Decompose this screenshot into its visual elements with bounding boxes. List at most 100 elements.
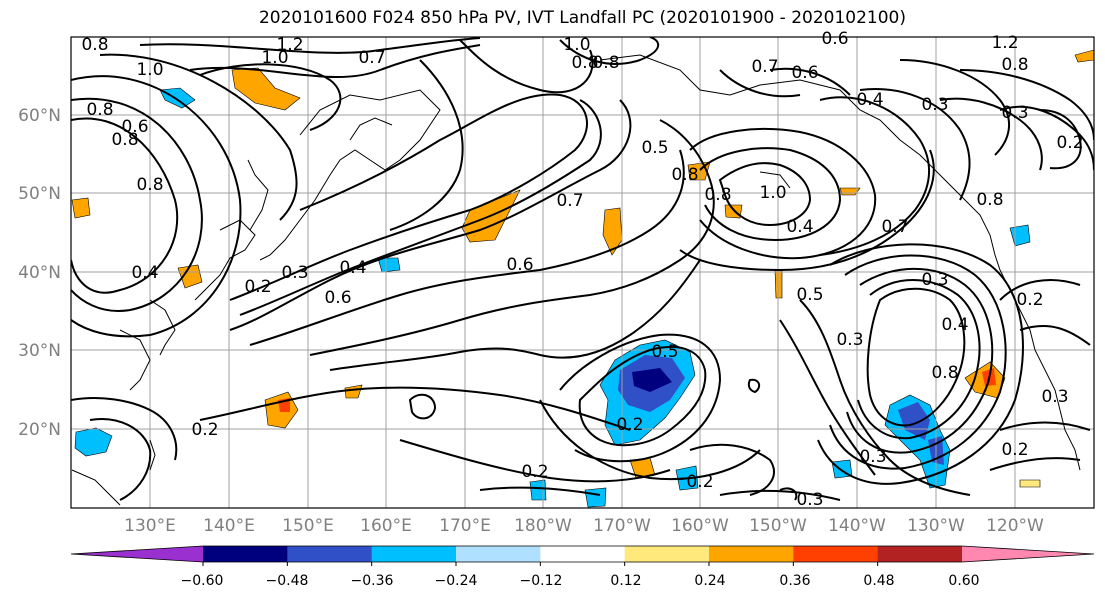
contour-label: 0.5 — [651, 342, 678, 362]
colorbar-segment — [203, 546, 288, 562]
lat-label-group: 60°N 50°N 40°N 30°N 20°N — [18, 106, 61, 440]
contour-label: 0.3 — [1041, 387, 1068, 407]
colorbar: −0.60 −0.48 −0.36 −0.24 −0.12 0.12 0.24 … — [70, 545, 1095, 589]
colorbar-tick-label: −0.36 — [351, 573, 394, 589]
contour-label: 0.4 — [786, 217, 813, 237]
lon-label: 180°W — [514, 516, 572, 536]
colorbar-tick-label: −0.12 — [520, 573, 563, 589]
contour-label: 1.0 — [261, 48, 288, 68]
contour-label: 0.6 — [506, 255, 533, 275]
lat-label: 30°N — [18, 341, 61, 361]
pv-contours — [71, 37, 1094, 501]
contour-label: 0.7 — [556, 191, 583, 211]
contour-label: 0.7 — [358, 48, 385, 68]
contour-label: 0.3 — [1001, 103, 1028, 123]
contour-label: 0.2 — [1016, 290, 1043, 310]
lon-label: 140°E — [203, 516, 255, 536]
lat-label: 60°N — [18, 106, 61, 126]
colorbar-tick-label: 0.12 — [610, 573, 641, 589]
map-frame — [70, 36, 1095, 509]
contour-label: 0.8 — [976, 190, 1003, 210]
colorbar-segment — [456, 546, 541, 562]
contour-label: 0.3 — [921, 270, 948, 290]
colorbar-tick-label: 0.36 — [779, 573, 810, 589]
contour-label: 0.7 — [881, 217, 908, 237]
contour-label: 0.8 — [704, 185, 731, 205]
contour-label: 0.5 — [796, 285, 823, 305]
contour-label: 0.7 — [751, 57, 778, 77]
contour-label: 0.8 — [86, 100, 113, 120]
contour-label: 1.2 — [276, 35, 303, 55]
colorbar-segment — [71, 546, 203, 562]
lon-label-group: 130°E 140°E 150°E 160°E 170°E 180°W 170°… — [124, 516, 1044, 536]
lat-label: 50°N — [18, 184, 61, 204]
contour-label: 1.0 — [563, 35, 590, 55]
contour-label: 0.6 — [821, 29, 848, 49]
contour-label: 0.2 — [1056, 133, 1083, 153]
contour-label: 0.2 — [521, 462, 548, 482]
contour-label: 0.8 — [1001, 55, 1028, 75]
lon-label: 170°W — [593, 516, 651, 536]
contour-label-group: 1.2 1.0 0.8 0.7 1.0 0.8 0.8 0.6 0.7 0.6 … — [81, 29, 1083, 510]
lon-label: 160°E — [360, 516, 412, 536]
coastlines — [71, 54, 1081, 506]
contour-label: 0.6 — [791, 63, 818, 83]
lon-label: 160°W — [671, 516, 729, 536]
lon-label: 150°E — [282, 516, 334, 536]
contour-label: 0.3 — [281, 263, 308, 283]
contour-label: 0.8 — [81, 35, 108, 55]
colorbar-tick-label: −0.24 — [435, 573, 478, 589]
contour-label: 0.4 — [339, 258, 366, 278]
lon-label: 140°W — [828, 516, 886, 536]
pv-shading — [71, 49, 1094, 508]
contour-label: 0.8 — [671, 165, 698, 185]
colorbar-tick-label: −0.60 — [181, 573, 224, 589]
graticule — [71, 37, 1094, 508]
contour-label: 0.6 — [324, 288, 351, 308]
colorbar-tick-group: −0.60 −0.48 −0.36 −0.24 −0.12 0.12 0.24 … — [181, 573, 980, 589]
colorbar-tick-label: 0.24 — [694, 573, 725, 589]
contour-label: 0.5 — [641, 138, 668, 158]
colorbar-tick-label: −0.48 — [266, 573, 309, 589]
contour-label: 0.2 — [1001, 440, 1028, 460]
colorbar-segment — [540, 546, 626, 562]
contour-label: 0.3 — [921, 95, 948, 115]
colorbar-segment — [962, 546, 1094, 562]
contour-label: 0.6 — [121, 117, 148, 137]
colorbar-tick-label: 0.60 — [948, 573, 979, 589]
contour-label: 0.2 — [686, 472, 713, 492]
contour-label: 0.4 — [856, 90, 883, 110]
contour-label: 0.3 — [859, 447, 886, 467]
contour-label: 0.3 — [836, 330, 863, 350]
lon-label: 150°W — [749, 516, 807, 536]
lat-label: 20°N — [18, 420, 61, 440]
contour-label: 0.4 — [131, 263, 158, 283]
contour-label: 1.0 — [759, 183, 786, 203]
contour-label: 1.0 — [136, 60, 163, 80]
lat-label: 40°N — [18, 263, 61, 283]
contour-label: 0.2 — [191, 420, 218, 440]
colorbar-segments — [70, 545, 1095, 566]
colorbar-segment — [371, 546, 457, 562]
contour-label: 0.8 — [571, 53, 598, 73]
map-title: 2020101600 F024 850 hPa PV, IVT Landfall… — [258, 8, 906, 28]
colorbar-segment — [709, 546, 794, 562]
contour-label: 0.8 — [592, 53, 619, 73]
lon-label: 170°E — [439, 516, 491, 536]
contour-label: 0.3 — [796, 490, 823, 510]
contour-label: 0.2 — [244, 277, 271, 297]
lon-label: 130°W — [907, 516, 965, 536]
contour-label: 0.4 — [941, 315, 968, 335]
colorbar-segment — [624, 546, 710, 562]
contour-label: 0.8 — [136, 175, 163, 195]
lon-label: 120°W — [986, 516, 1044, 536]
colorbar-segment — [877, 546, 963, 562]
contour-label: 0.8 — [931, 363, 958, 383]
contour-label: 0.8 — [111, 130, 138, 150]
contour-label: 1.2 — [991, 33, 1018, 53]
colorbar-segment — [287, 546, 373, 562]
contour-label: 0.2 — [616, 415, 643, 435]
colorbar-segment — [793, 546, 879, 562]
colorbar-tick-label: 0.48 — [863, 573, 894, 589]
